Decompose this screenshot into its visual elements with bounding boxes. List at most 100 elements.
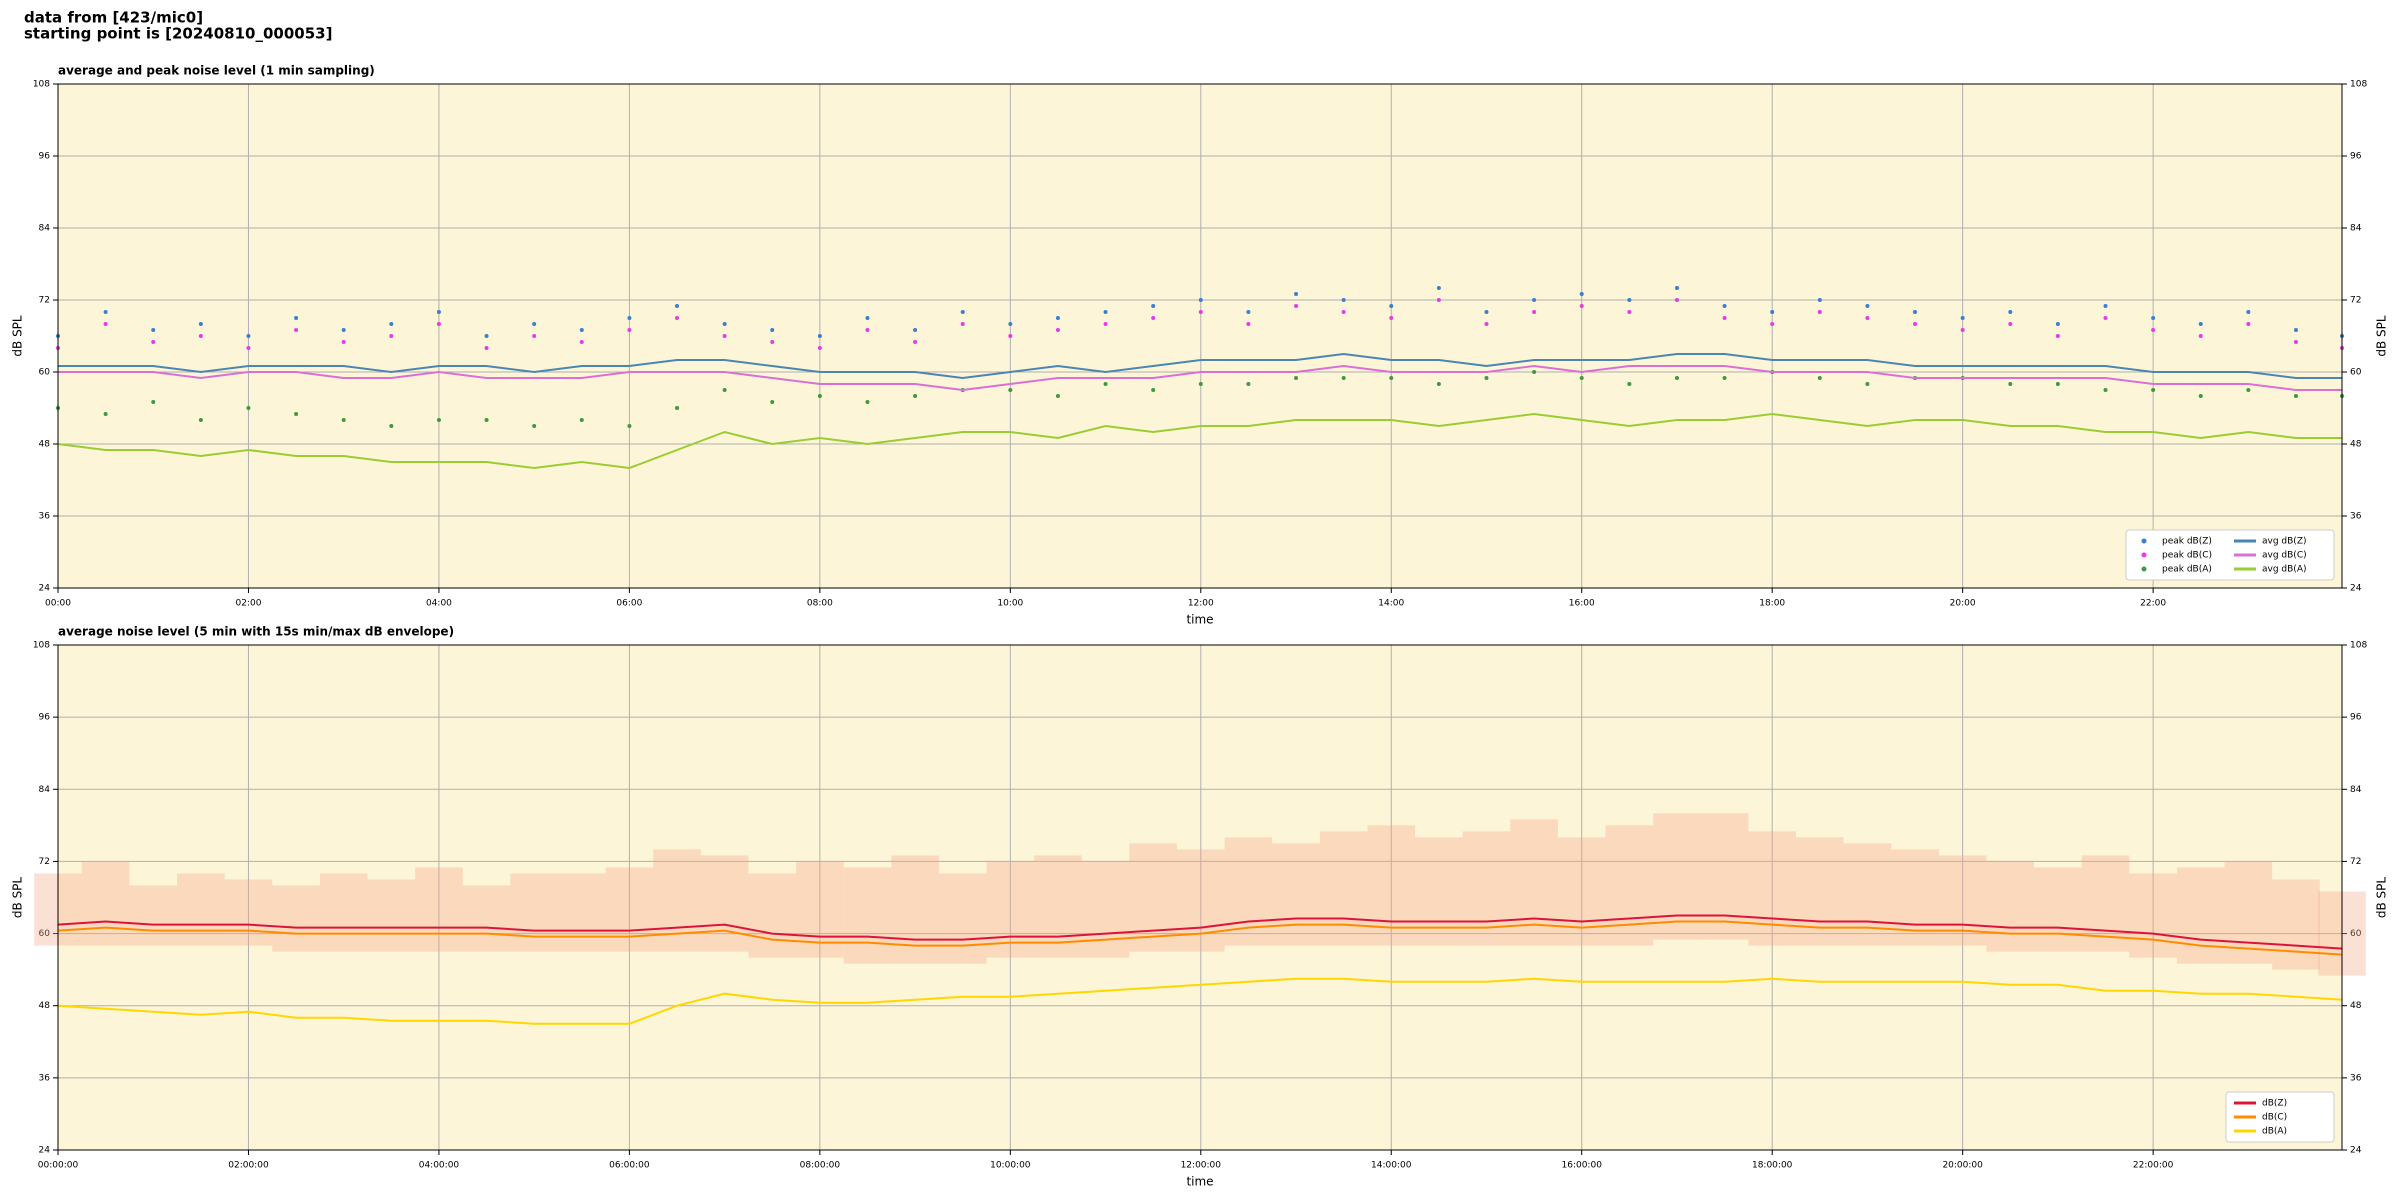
- x-tick-label: 16:00:00: [1562, 1161, 1603, 1171]
- peak-dot: [1436, 286, 1441, 290]
- peak-dot: [1484, 310, 1489, 314]
- peak-dot: [2293, 340, 2298, 344]
- envelope-band: [653, 849, 701, 952]
- y-tick-label: 60: [2350, 929, 2362, 939]
- peak-dot: [1627, 298, 1632, 302]
- y-axis-label: dB SPL: [11, 315, 25, 357]
- y-tick-label: 36: [39, 512, 51, 522]
- envelope-band: [938, 873, 987, 964]
- envelope-band: [748, 873, 797, 958]
- envelope-band: [2272, 879, 2320, 970]
- envelope-band: [605, 867, 654, 952]
- peak-dot: [2151, 388, 2156, 392]
- peak-dot: [1389, 316, 1394, 320]
- peak-dot: [103, 310, 108, 314]
- series-line: [58, 364, 2342, 392]
- envelope-band: [1843, 843, 1892, 946]
- peak-dot: [675, 406, 680, 410]
- peak-dot: [1865, 304, 1870, 308]
- peak-dot: [1055, 394, 1060, 398]
- peak-dot: [436, 418, 441, 422]
- legend-label: avg dB(A): [2262, 565, 2306, 575]
- x-tick-label: 08:00:00: [800, 1161, 841, 1171]
- peak-dot: [2151, 328, 2156, 332]
- peak-dot: [246, 406, 251, 410]
- peak-dot: [579, 418, 584, 422]
- peak-dot: [1294, 376, 1299, 380]
- peak-dot: [294, 412, 299, 416]
- peak-dot: [2103, 304, 2108, 308]
- legend-label: avg dB(Z): [2262, 537, 2307, 547]
- envelope-band: [319, 873, 368, 952]
- y-tick-label: 24: [39, 1146, 51, 1156]
- envelope-band: [557, 873, 606, 952]
- y-tick-label: 48: [2350, 1001, 2362, 1011]
- x-tick-label: 22:00:00: [2133, 1161, 2174, 1171]
- envelope-band: [1557, 837, 1606, 946]
- x-tick-label: 04:00: [426, 599, 452, 609]
- envelope-band: [462, 885, 511, 952]
- envelope-band: [224, 879, 273, 946]
- plot-frame: [57, 644, 2343, 1151]
- peak-dot: [1436, 298, 1441, 302]
- peak-dot: [1674, 298, 1679, 302]
- peak-dot: [1722, 316, 1727, 320]
- peak-dot: [151, 328, 156, 332]
- legend-label: peak dB(Z): [2162, 537, 2212, 547]
- peak-dot: [151, 400, 156, 404]
- peak-dot: [2198, 322, 2203, 326]
- peak-dot: [913, 340, 918, 344]
- peak-dot: [1103, 322, 1108, 326]
- peak-dot: [722, 322, 727, 326]
- legend-box: [2125, 529, 2335, 581]
- y-tick-label: 84: [2350, 224, 2362, 234]
- series-line: [57, 977, 2343, 1025]
- peak-dot: [627, 316, 632, 320]
- y-axis-label: dB SPL: [2375, 877, 2389, 919]
- peak-dot: [770, 328, 775, 332]
- peak-dot: [1770, 310, 1775, 314]
- peak-dot: [2246, 388, 2251, 392]
- envelope-band: [986, 861, 1035, 958]
- peak-dot: [1532, 370, 1537, 374]
- y-tick-label: 72: [39, 857, 50, 867]
- envelope-band: [129, 885, 178, 946]
- x-tick-label: 12:00: [1188, 599, 1214, 609]
- peak-dot: [1103, 310, 1108, 314]
- peak-dot: [2008, 310, 2013, 314]
- x-tick-label: 20:00: [1950, 599, 1976, 609]
- y-tick-label: 48: [39, 440, 51, 450]
- peak-dot: [1817, 376, 1822, 380]
- y-tick-label: 60: [39, 368, 51, 378]
- peak-dot: [294, 328, 299, 332]
- envelope-band: [1129, 843, 1177, 952]
- peak-dot: [1627, 310, 1632, 314]
- x-tick-label: 00:00: [45, 599, 71, 609]
- x-tick-label: 10:00: [997, 599, 1023, 609]
- envelope-band: [2129, 873, 2177, 958]
- peak-dot: [913, 394, 918, 398]
- envelope-band: [510, 873, 558, 952]
- peak-dot: [1246, 310, 1251, 314]
- chart-title: average and peak noise level (1 min samp…: [58, 64, 375, 78]
- envelope-band: [2224, 861, 2273, 964]
- envelope-band: [1605, 825, 1654, 946]
- peak-dot: [389, 424, 394, 428]
- peak-dot: [1960, 328, 1965, 332]
- y-tick-label: 96: [2350, 713, 2362, 723]
- peak-dot: [579, 328, 584, 332]
- envelope-band: [367, 879, 416, 952]
- envelope-band: [1748, 831, 1796, 946]
- peak-dot: [1055, 316, 1060, 320]
- peak-dot: [1436, 382, 1441, 386]
- peak-dot: [1674, 376, 1679, 380]
- peak-dot: [341, 340, 346, 344]
- chart-title: average noise level (5 min with 15s min/…: [58, 625, 454, 639]
- x-tick-label: 06:00: [616, 599, 642, 609]
- y-tick-label: 24: [2350, 1146, 2362, 1156]
- y-tick-label: 96: [2350, 152, 2362, 162]
- peak-dot: [1532, 310, 1537, 314]
- x-tick-label: 12:00:00: [1181, 1161, 1222, 1171]
- series-line: [57, 412, 2342, 470]
- peak-dot: [1960, 316, 1965, 320]
